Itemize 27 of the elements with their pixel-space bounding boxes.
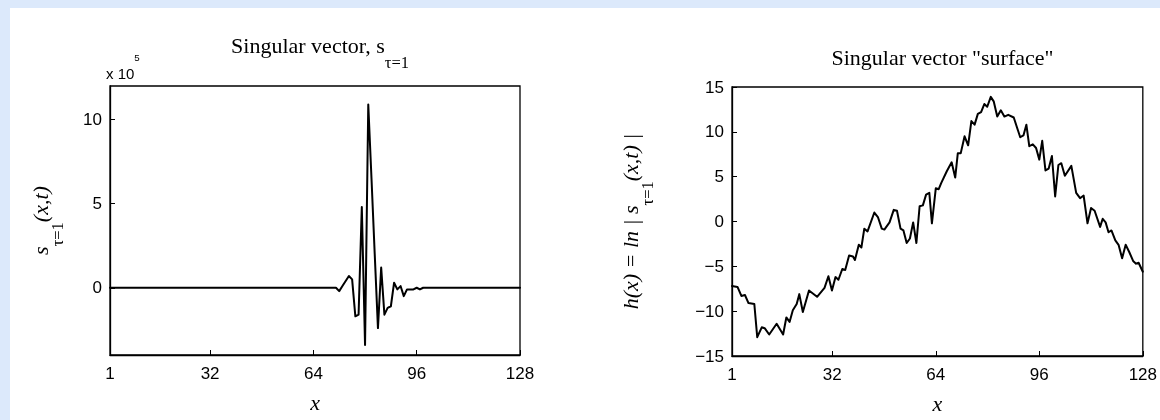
x-tick-label: 64 [303, 364, 323, 383]
x-tick-label: 32 [200, 364, 220, 383]
y-tick-label: 0 [714, 212, 724, 231]
text: x 105 [106, 51, 141, 82]
x-tick-label: 1 [727, 365, 737, 384]
y-tick-label: 5 [714, 167, 724, 187]
chart-title: Singular vector "surface" [831, 44, 1054, 70]
x-tick-label: 128 [505, 364, 535, 383]
y-tick-label: −5 [704, 256, 724, 276]
chart-title: Singular vector, sτ=1 [231, 32, 409, 72]
x-tick-label: 96 [1029, 365, 1049, 384]
y-tick-label: −10 [695, 301, 724, 321]
y-tick-label: 10 [705, 122, 724, 142]
y-axis-title: h(x) = ln | sτ=1(x,t) | [617, 133, 657, 310]
y-tick-label: 10 [83, 110, 102, 130]
y-axis-title: sτ=1(x,t) [27, 186, 67, 255]
y-tick-label: 5 [92, 194, 102, 214]
x-tick-label: 32 [822, 365, 842, 384]
x-axis-title: x [931, 390, 943, 416]
y-tick-label: −15 [695, 346, 724, 366]
x-axis-title: x [309, 389, 321, 415]
y-tick-label: 0 [92, 278, 102, 298]
x-tick-label: 128 [1128, 365, 1158, 384]
y-tick-label: 15 [705, 77, 724, 97]
x-tick-label: 96 [407, 364, 427, 383]
x-tick-label: 64 [926, 365, 946, 384]
x-tick-label: 1 [105, 364, 115, 383]
